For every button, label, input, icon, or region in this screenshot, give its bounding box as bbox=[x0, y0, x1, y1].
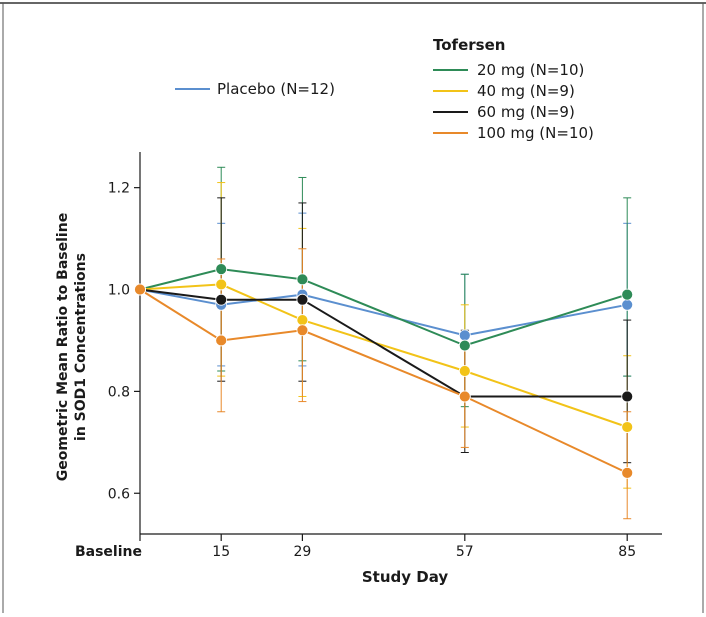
axes: 0.6 0.8 1.0 1.2 Baseline 15 29 57 85 bbox=[75, 152, 662, 560]
data-point-100 bbox=[458, 390, 471, 403]
legend-label-placebo: Placebo (N=12) bbox=[217, 80, 335, 98]
data-point-20 bbox=[215, 263, 228, 276]
y-tick-label: 0.8 bbox=[108, 384, 130, 400]
data-point-20 bbox=[458, 339, 471, 352]
data-point-60 bbox=[621, 390, 634, 403]
data-point-60 bbox=[296, 293, 309, 306]
x-tick-label: 85 bbox=[618, 544, 636, 560]
legend-label-40mg: 40 mg (N=9) bbox=[477, 82, 575, 100]
data-point-40 bbox=[458, 365, 471, 377]
y-tick-label: 1.2 bbox=[108, 181, 130, 197]
series-line-60 bbox=[139, 288, 628, 398]
series-line-40 bbox=[139, 283, 628, 428]
y-axis-title-line2: in SOD1 Concentrations bbox=[73, 253, 89, 441]
data-point-60 bbox=[215, 293, 228, 306]
data-point-20 bbox=[621, 288, 634, 301]
data-point-20 bbox=[296, 273, 309, 286]
data-point-placebo bbox=[621, 298, 634, 311]
data-point-placebo bbox=[458, 329, 471, 342]
x-tick-label: Baseline bbox=[75, 544, 142, 560]
y-tick-label: 0.6 bbox=[108, 486, 130, 502]
y-axis-title-line1: Geometric Mean Ratio to Baseline bbox=[55, 213, 71, 481]
data-point-40 bbox=[296, 314, 309, 326]
y-tick-label: 1.0 bbox=[108, 283, 130, 299]
data-point-40 bbox=[215, 278, 228, 291]
plot-area bbox=[134, 166, 634, 520]
legend-label-100mg: 100 mg (N=10) bbox=[477, 124, 594, 142]
data-point-100 bbox=[296, 324, 309, 337]
legend: Placebo (N=12) Tofersen 20 mg (N=10) 40 … bbox=[175, 36, 594, 142]
data-point-100 bbox=[134, 283, 146, 296]
legend-label-20mg: 20 mg (N=10) bbox=[477, 61, 584, 79]
x-axis-title: Study Day bbox=[362, 568, 449, 586]
x-tick-label: 29 bbox=[293, 544, 311, 560]
x-tick-label: 57 bbox=[456, 544, 474, 560]
data-point-100 bbox=[215, 334, 228, 347]
legend-label-60mg: 60 mg (N=9) bbox=[477, 103, 575, 121]
legend-group-title: Tofersen bbox=[433, 36, 505, 54]
data-point-100 bbox=[621, 466, 634, 479]
x-tick-label: 15 bbox=[212, 544, 230, 560]
data-point-40 bbox=[621, 421, 634, 433]
series-line-20 bbox=[139, 268, 628, 347]
